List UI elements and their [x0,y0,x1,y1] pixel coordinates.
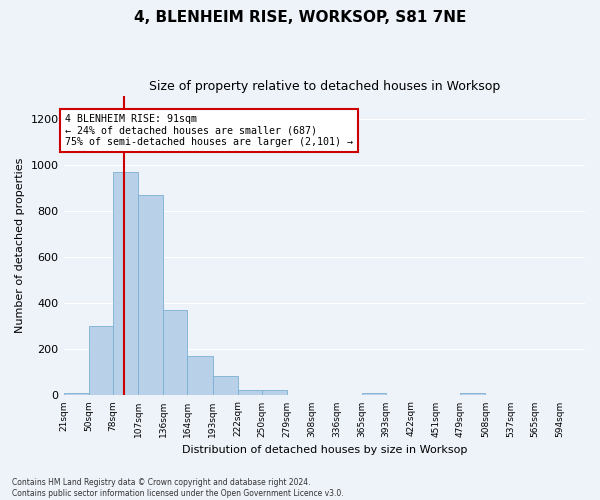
Bar [163,310,187,396]
Text: Contains HM Land Registry data © Crown copyright and database right 2024.
Contai: Contains HM Land Registry data © Crown c… [12,478,344,498]
Bar [89,326,113,396]
Bar [238,390,262,396]
Y-axis label: Number of detached properties: Number of detached properties [15,158,25,333]
Bar [138,194,163,396]
Bar [460,393,485,396]
X-axis label: Distribution of detached houses by size in Worksop: Distribution of detached houses by size … [182,445,467,455]
Text: 4, BLENHEIM RISE, WORKSOP, S81 7NE: 4, BLENHEIM RISE, WORKSOP, S81 7NE [134,10,466,25]
Bar [187,356,212,396]
Bar [212,376,238,396]
Bar [113,172,138,396]
Title: Size of property relative to detached houses in Worksop: Size of property relative to detached ho… [149,80,500,93]
Bar [64,393,89,396]
Bar [362,393,386,396]
Bar [262,390,287,396]
Text: 4 BLENHEIM RISE: 91sqm
← 24% of detached houses are smaller (687)
75% of semi-de: 4 BLENHEIM RISE: 91sqm ← 24% of detached… [65,114,353,147]
